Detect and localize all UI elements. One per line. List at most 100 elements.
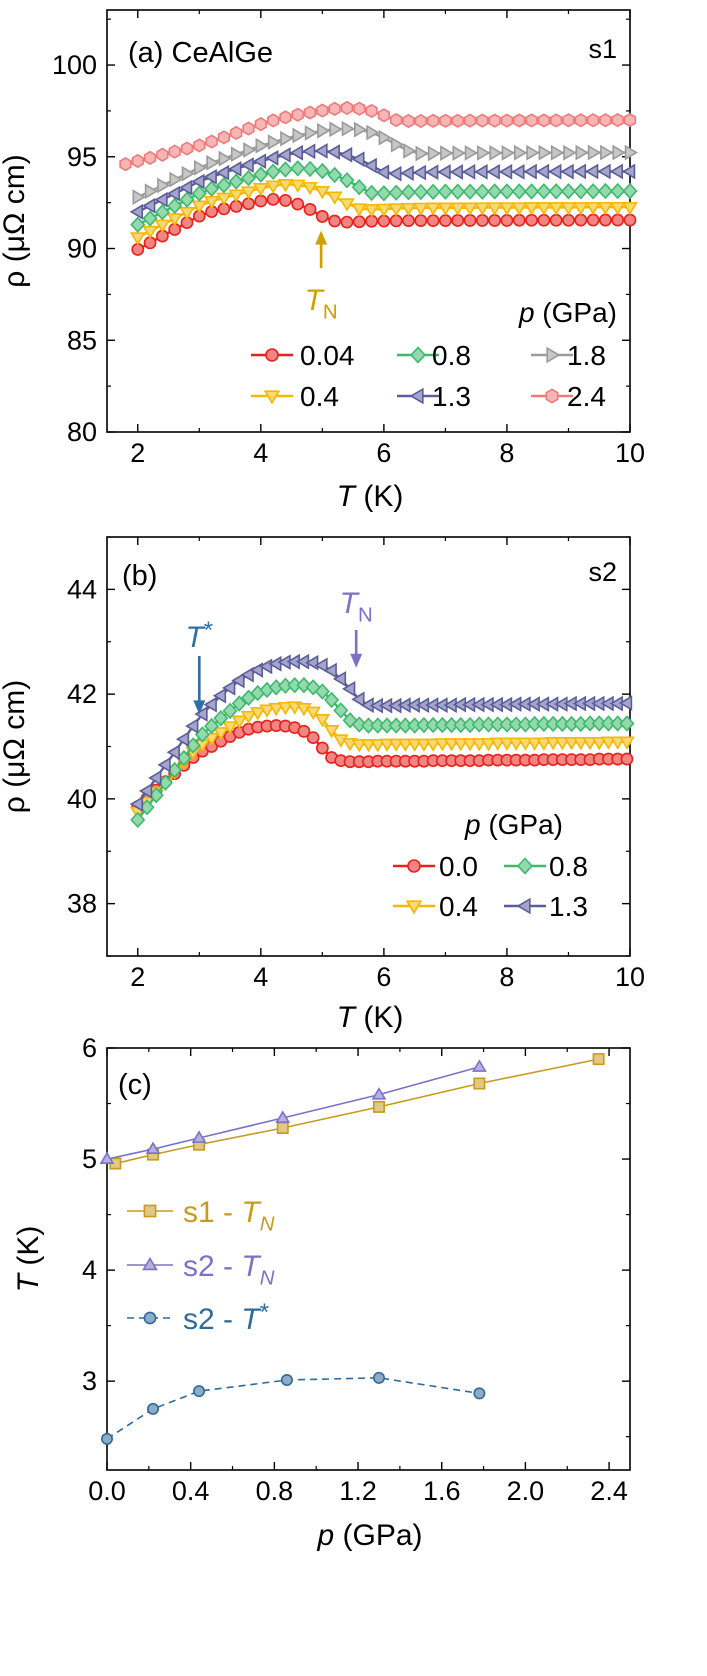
series-1.3-point <box>585 163 599 180</box>
text-part: T <box>12 1271 45 1292</box>
series-0.04-point <box>254 194 268 208</box>
series-1.8-point <box>353 121 368 138</box>
series-1.3-point <box>203 168 217 185</box>
text-part: s1 - <box>183 1196 241 1229</box>
series-0.8-point <box>536 183 552 200</box>
series-1.3-point <box>249 662 264 678</box>
series-1.8-point <box>255 137 269 154</box>
legend-marker <box>545 388 559 404</box>
legend-marker <box>517 857 533 875</box>
series-0.4-point <box>302 181 318 196</box>
series-0.8-point <box>314 683 330 700</box>
series-1.3-point <box>154 191 168 208</box>
x-tick-label: 1.6 <box>423 1476 461 1506</box>
series-1.3-point <box>474 163 488 180</box>
series-0.8-point <box>265 163 281 180</box>
series-0.4-point <box>388 738 405 752</box>
series-2.4-point <box>242 121 255 136</box>
y-axis-label: ρ (μΩ cm) <box>0 680 31 813</box>
series-0.4-point <box>326 191 343 205</box>
series-0.4-point <box>425 738 441 752</box>
series-1.3-point <box>166 185 180 202</box>
series-1.3-point <box>240 157 254 173</box>
series-1.3-point <box>265 150 279 166</box>
series-0.4-point <box>486 202 503 216</box>
series-0.8-point <box>314 162 330 180</box>
series-2.4-point <box>377 108 391 123</box>
series-1-line <box>106 1066 480 1160</box>
series-1.8-point <box>452 145 466 161</box>
series-0.4-point <box>443 738 460 752</box>
series-1.3-point <box>338 146 353 163</box>
series-0.8-point <box>228 173 244 190</box>
series-0.4-point <box>517 737 534 751</box>
series-0.04-point <box>574 213 588 227</box>
series-2-point <box>101 1432 114 1445</box>
series-1.3-point <box>351 691 365 708</box>
text-part: T <box>337 480 358 513</box>
series-0.4-point <box>462 202 478 216</box>
series-2.4-point <box>254 117 267 132</box>
series-2-point <box>280 1374 293 1387</box>
series-1.3-point <box>129 796 144 812</box>
y-tick-label: 100 <box>52 50 97 80</box>
series-0.8-point <box>179 191 195 208</box>
series-0.4-point <box>305 706 321 720</box>
text-part: (GPa) <box>334 1519 422 1552</box>
series-0.4-point <box>259 704 275 718</box>
series-0.04-point <box>537 213 551 227</box>
series-2.4-point <box>193 138 206 153</box>
y-tick-label: 95 <box>67 142 97 172</box>
y-axis-label: ρ (μΩ cm) <box>0 154 31 287</box>
series-0.04-point <box>389 214 403 228</box>
series-0.4-point <box>511 202 528 216</box>
series-2.4-point <box>525 113 538 128</box>
series-0.04-point <box>549 213 563 227</box>
series-0.4-point <box>523 202 540 216</box>
series-1.3-point <box>142 197 156 214</box>
series-1.3-point <box>215 164 230 181</box>
series-1.3-point <box>437 164 451 180</box>
series-0.4-point <box>600 736 617 750</box>
series-0.4-point <box>222 721 238 735</box>
series-0.8-point <box>376 185 392 202</box>
series-0.04-point <box>328 214 342 228</box>
series-0.4-point <box>536 202 552 216</box>
y-axis-label: T (K) <box>12 1226 45 1293</box>
text-part: T <box>340 587 361 620</box>
series-2.4-point <box>513 113 526 128</box>
legend-marker <box>409 387 424 405</box>
series-0.04-point <box>439 214 452 228</box>
series-0.04-point <box>426 214 440 228</box>
series-0.4-point <box>142 225 158 240</box>
text-part: s2 - <box>183 1250 241 1283</box>
series-1.3-point <box>449 164 463 180</box>
panel-c-phase-diagram: 0.0 0.4 0.8 1.2 1.6 2.0 2.4 3 4 5 6 (c) p (GPa) T (K)… <box>12 1033 631 1552</box>
series-1-point <box>191 1130 207 1143</box>
series-0.4-point <box>351 203 368 217</box>
series-0-point <box>372 1100 385 1113</box>
series-0.8-point <box>548 183 564 200</box>
series-2.4-point <box>623 113 637 128</box>
series-0.04-point <box>352 215 366 229</box>
series-1.8-point <box>624 144 639 161</box>
series-0.4-point <box>474 202 491 216</box>
series-0.4-point <box>277 701 294 716</box>
legend-label: 0.4 <box>439 891 478 922</box>
series-2.4-point <box>599 113 612 128</box>
series-0.4-point <box>191 200 208 214</box>
series-1.3-point <box>277 147 291 163</box>
series-1.3-point <box>462 163 476 180</box>
text-part: T <box>241 1303 262 1336</box>
text-part: p <box>316 1519 334 1552</box>
series-1.8-point <box>440 145 454 161</box>
series-1.3-point <box>175 731 190 748</box>
series-2-point <box>473 1387 486 1400</box>
series-1-point <box>471 1059 487 1072</box>
y-tick-label: 42 <box>67 679 97 709</box>
series-2.4-point <box>156 147 169 162</box>
series-0.8-point <box>351 179 367 196</box>
x-tick-label: 2.4 <box>590 1476 628 1506</box>
series-1.8-point <box>280 130 294 147</box>
